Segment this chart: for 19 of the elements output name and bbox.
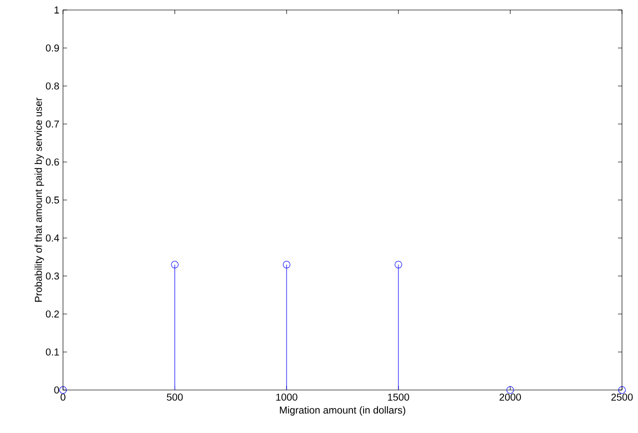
x-tick-label: 1000 <box>276 394 298 401</box>
x-axis-title: Migration amount (in dollars) <box>280 406 406 416</box>
y-tick-label: 0.1 <box>46 348 59 356</box>
y-tick-label: 0.8 <box>46 82 59 90</box>
y-tick-label: 0.5 <box>46 196 59 204</box>
y-tick-label: 0.7 <box>46 120 59 128</box>
x-tick-label: 1500 <box>388 394 410 401</box>
x-tick-label: 2500 <box>611 394 633 401</box>
y-axis-title: Probability of that amount paid by service user <box>34 98 44 302</box>
y-tick-label: 0.6 <box>46 158 59 166</box>
y-tick-label: 1 <box>54 6 59 14</box>
y-tick-label: 0 <box>54 386 60 394</box>
y-tick-label: 0.2 <box>46 310 59 318</box>
y-tick-label: 0.3 <box>46 272 59 280</box>
x-tick-label: 0 <box>60 394 66 401</box>
y-tick-label: 0.9 <box>46 44 59 52</box>
x-tick-label: 2000 <box>500 394 521 401</box>
x-tick-label: 500 <box>166 394 183 401</box>
y-tick-label: 0.4 <box>46 234 60 242</box>
